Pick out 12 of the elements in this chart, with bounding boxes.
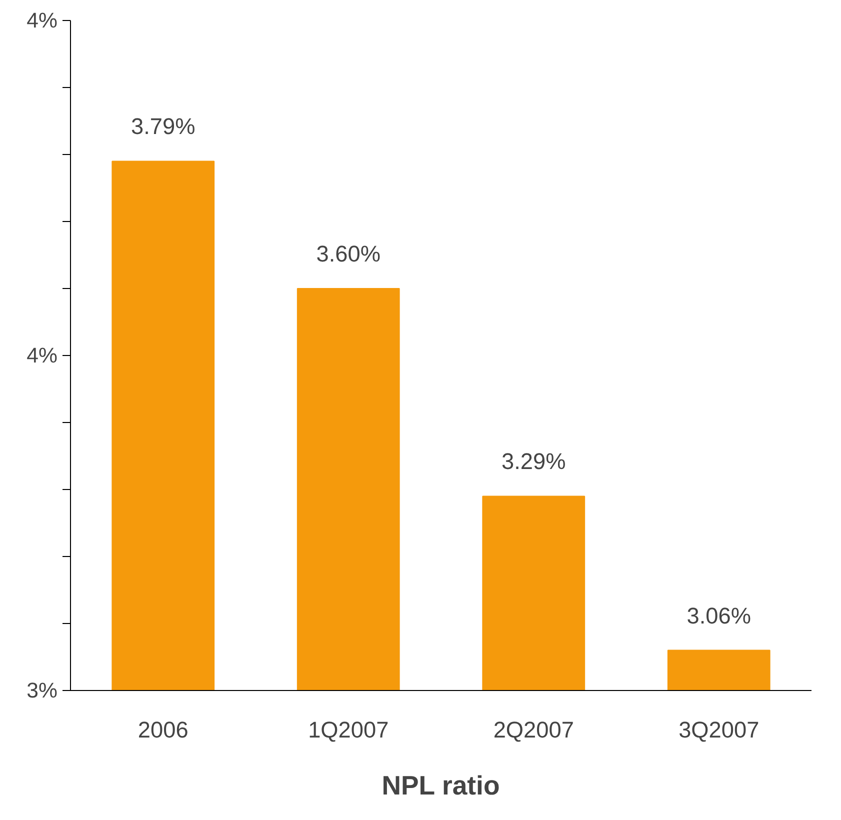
x-axis-title: NPL ratio <box>382 770 500 800</box>
x-tick-label: 1Q2007 <box>308 716 389 742</box>
data-label: 3.29% <box>502 448 566 474</box>
y-tick-label: 3% <box>26 678 58 702</box>
x-tick-label: 2Q2007 <box>493 716 574 742</box>
x-tick-label: 3Q2007 <box>678 716 760 742</box>
y-tick-label: 4% <box>26 344 58 368</box>
data-label: 3.06% <box>686 602 752 628</box>
data-label: 3.60% <box>316 240 381 266</box>
data-label: 3.79% <box>131 113 196 140</box>
x-tick-label: 2006 <box>138 716 188 742</box>
y-tick-label: 4% <box>26 8 58 32</box>
